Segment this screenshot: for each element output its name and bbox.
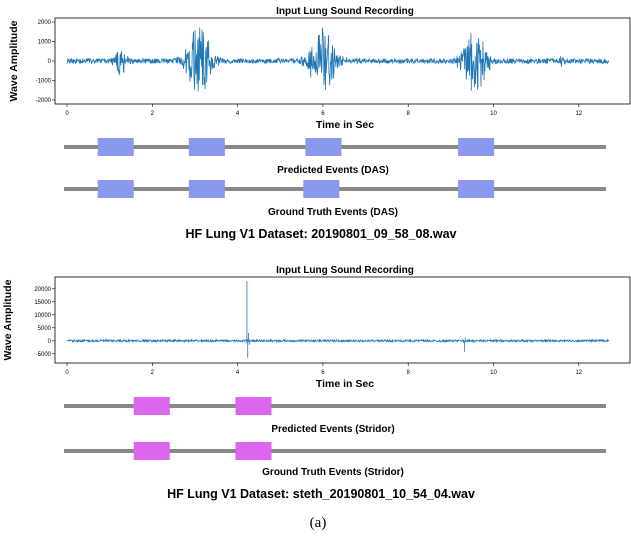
x-tick-label: 2: [151, 111, 155, 117]
y-tick-label: 15000: [34, 300, 51, 306]
x-tick-label: 6: [321, 370, 325, 376]
chart-title: Input Lung Sound Recording: [276, 6, 414, 17]
waveform-series: [66, 27, 610, 92]
event-block: [133, 397, 170, 415]
event-block: [303, 180, 340, 198]
x-axis-ticks: 0 2 4 6 8 10 12: [65, 104, 583, 117]
dataset-label: HF Lung V1 Dataset: steth_20190801_10_54…: [167, 487, 475, 501]
x-axis-label: Time in Sec: [316, 119, 374, 131]
event-block: [97, 180, 134, 198]
x-tick-label: 4: [236, 370, 240, 376]
x-tick-label: 0: [65, 111, 69, 117]
y-tick-label: -2000: [36, 98, 52, 104]
predicted-events-label: Predicted Events (DAS): [277, 165, 389, 176]
x-axis-label: Time in Sec: [316, 378, 374, 390]
event-block: [235, 442, 272, 460]
y-tick-label: 20000: [34, 287, 51, 293]
y-tick-label: 0: [48, 339, 52, 345]
event-block: [133, 442, 170, 460]
y-axis-label: Wave Amplitude: [2, 279, 14, 360]
ground-truth-events-label: Ground Truth Events (Stridor): [262, 467, 404, 478]
y-tick-label: -1000: [36, 79, 52, 85]
x-tick-label: 6: [321, 111, 325, 117]
x-tick-label: 4: [236, 111, 240, 117]
y-axis-label: Wave Amplitude: [8, 20, 20, 101]
figure-caption: (a): [310, 515, 327, 531]
x-tick-label: 8: [407, 370, 411, 376]
event-block: [188, 180, 225, 198]
event-block: [458, 138, 495, 156]
y-axis-ticks: -2000 -1000 0 1000 2000: [36, 20, 55, 104]
x-tick-label: 10: [490, 111, 497, 117]
event-block: [235, 397, 272, 415]
y-axis-ticks: -5000 0 5000 10000 15000 20000: [34, 287, 55, 358]
event-block: [458, 180, 495, 198]
ground-truth-events: [133, 442, 272, 460]
x-tick-label: 12: [575, 111, 582, 117]
chart-title: Input Lung Sound Recording: [276, 265, 414, 276]
panel-das: Input Lung Sound Recording -2000 -1000 0 10…: [8, 6, 631, 241]
x-axis-ticks: 0 2 4 6 8 10 12: [65, 363, 583, 376]
x-tick-label: 0: [65, 370, 69, 376]
event-block: [97, 138, 134, 156]
x-tick-label: 10: [490, 370, 497, 376]
plot-frame: [54, 276, 631, 364]
y-tick-label: 2000: [38, 20, 52, 26]
predicted-events-label: Predicted Events (Stridor): [271, 424, 394, 435]
predicted-events: [133, 397, 272, 415]
y-tick-label: 1000: [38, 40, 52, 46]
waveform-series: [66, 281, 610, 358]
panel-stridor: Input Lung Sound Recording -500005000100…: [2, 265, 631, 501]
ground-truth-events: [97, 180, 495, 198]
x-tick-label: 8: [407, 111, 411, 117]
y-tick-label: -5000: [36, 352, 52, 358]
event-block: [188, 138, 225, 156]
y-tick-label: 0: [48, 59, 52, 65]
predicted-events: [97, 138, 495, 156]
ground-truth-events-label: Ground Truth Events (DAS): [268, 207, 398, 218]
x-tick-label: 12: [575, 370, 582, 376]
event-block: [305, 138, 342, 156]
y-tick-label: 10000: [34, 313, 51, 319]
x-tick-label: 2: [151, 370, 155, 376]
dataset-label: HF Lung V1 Dataset: 20190801_09_58_08.wa…: [186, 227, 457, 241]
y-tick-label: 5000: [38, 326, 52, 332]
